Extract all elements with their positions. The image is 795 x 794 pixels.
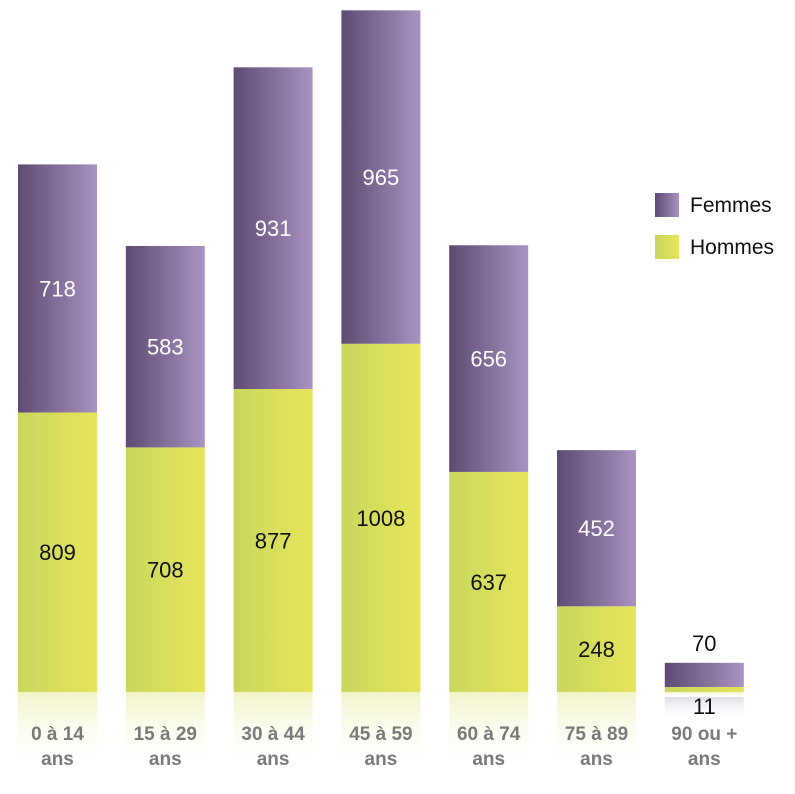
value-label-femmes-15-29-ans: 583 (147, 335, 184, 360)
bar-femmes-90-ou-ans (664, 662, 744, 687)
category-label-90-ou-ans-line1: 90 ou + (671, 724, 737, 745)
value-label-hommes-75-89-ans: 248 (578, 637, 615, 662)
legend-swatch-hommes (655, 235, 679, 259)
category-label-45-59-ans-line1: 45 à 59 (349, 724, 412, 745)
bar-hommes-0-14-ans (18, 412, 97, 692)
legend-label-hommes: Hommes (690, 236, 774, 259)
value-label-femmes-75-89-ans: 452 (578, 516, 615, 541)
value-label-femmes-90-ou-ans: 70 (692, 631, 716, 656)
category-label-0-14-ans-line2: ans (41, 749, 74, 770)
value-label-femmes-30-44-ans: 931 (255, 216, 292, 241)
bar-hommes-90-ou-ans (664, 687, 744, 692)
value-label-hommes-60-74-ans: 637 (470, 570, 507, 595)
category-label-60-74-ans-line1: 60 à 74 (457, 724, 521, 745)
hommes-reflection-60-74-ans (449, 692, 529, 772)
value-label-hommes-30-44-ans: 877 (255, 528, 292, 553)
hommes-reflection-75-89-ans (557, 692, 636, 772)
value-labels-group: 809 718 708 583 877 931 1008 965 637 656 248 452 11 7… (39, 165, 716, 719)
bar-femmes-15-29-ans (125, 245, 205, 448)
bar-hommes-75-89-ans (557, 606, 636, 692)
category-label-75-89-ans-line1: 75 à 89 (565, 724, 628, 745)
bar-hommes-30-44-ans (233, 388, 313, 692)
value-label-hommes-90-ou-ans: 11 (693, 694, 716, 719)
category-label-0-14-ans-line1: 0 à 14 (31, 724, 84, 745)
bar-hommes-60-74-ans (449, 471, 529, 692)
bar-hommes-45-59-ans (341, 343, 421, 692)
category-label-90-ou-ans-line2: ans (688, 749, 721, 770)
category-label-60-74-ans-line2: ans (472, 749, 505, 770)
category-label-30-44-ans-line2: ans (257, 749, 290, 770)
bar-femmes-45-59-ans (341, 10, 421, 344)
value-label-hommes-15-29-ans: 708 (147, 558, 184, 583)
legend: Femmes Hommes (655, 193, 774, 259)
bar-femmes-30-44-ans (233, 67, 313, 389)
category-label-75-89-ans-line2: ans (580, 749, 613, 770)
hommes-reflection-90-ou-ans (664, 692, 744, 697)
bar-hommes-15-29-ans (125, 447, 205, 692)
hommes-reflection-15-29-ans (125, 692, 205, 772)
value-label-hommes-45-59-ans: 1008 (356, 506, 405, 531)
category-label-15-29-ans-line2: ans (149, 749, 182, 770)
value-label-femmes-0-14-ans: 718 (39, 276, 76, 301)
femmes-reflection-90-ou-ans (664, 697, 744, 722)
bar-femmes-75-89-ans (557, 450, 636, 607)
value-label-femmes-45-59-ans: 965 (363, 165, 400, 190)
bars-group (18, 10, 744, 692)
value-label-hommes-0-14-ans: 809 (39, 540, 76, 565)
category-labels-group: 0 à 14 ans 15 à 29 ans 30 à 44 ans 45 à 59 ans 6… (31, 724, 737, 770)
bar-femmes-0-14-ans (18, 164, 97, 413)
category-label-15-29-ans-line1: 15 à 29 (134, 724, 197, 745)
bar-femmes-60-74-ans (449, 245, 529, 472)
hommes-reflection-30-44-ans (233, 692, 313, 772)
legend-swatch-femmes (655, 193, 679, 217)
bar-reflections (18, 692, 744, 772)
value-label-femmes-60-74-ans: 656 (470, 347, 507, 372)
category-label-30-44-ans-line1: 30 à 44 (241, 724, 305, 745)
category-label-45-59-ans-line2: ans (365, 749, 398, 770)
hommes-reflection-45-59-ans (341, 692, 421, 772)
legend-label-femmes: Femmes (690, 194, 772, 217)
hommes-reflection-0-14-ans (18, 692, 97, 772)
